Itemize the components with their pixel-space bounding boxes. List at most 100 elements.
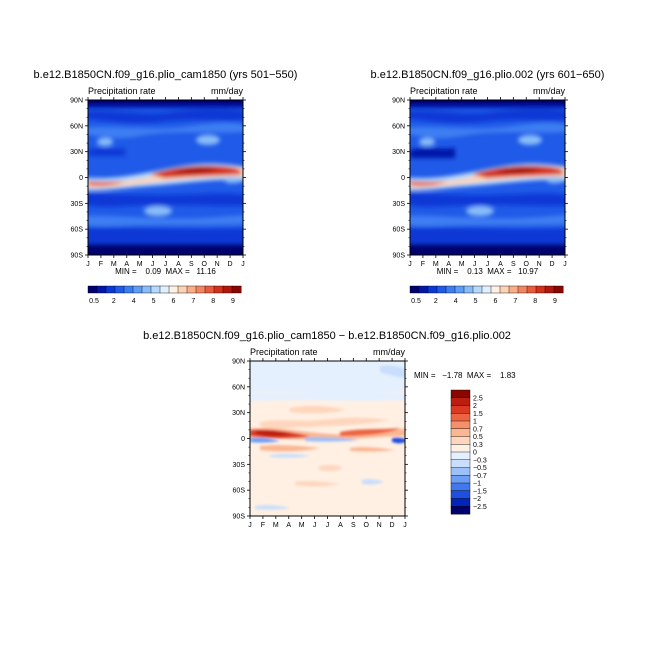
colorbar-swatch bbox=[535, 285, 546, 294]
colorbar-swatch bbox=[526, 285, 537, 294]
colorbar-label: 0.5 bbox=[89, 298, 99, 305]
x-tick-label: F bbox=[99, 261, 103, 268]
panel-3-title: b.e12.B1850CN.f09_g16.plio_cam1850 − b.e… bbox=[143, 330, 511, 342]
y-tick-label: 30S bbox=[233, 462, 246, 469]
colorbar-swatch bbox=[159, 285, 170, 294]
colorbar-swatch bbox=[450, 467, 471, 476]
x-tick-label: A bbox=[176, 261, 181, 268]
panel-3-units-label: mm/day bbox=[373, 347, 406, 357]
colorbar-swatch bbox=[450, 389, 471, 399]
y-tick-label: 30N bbox=[70, 149, 83, 156]
y-tick-label: 30S bbox=[393, 201, 406, 208]
colorbar-swatch bbox=[186, 285, 197, 294]
x-tick-label: D bbox=[550, 261, 555, 268]
x-tick-label: O bbox=[524, 261, 530, 268]
x-tick-label: D bbox=[390, 522, 395, 529]
x-tick-label: N bbox=[537, 261, 542, 268]
y-tick-label: 30N bbox=[232, 410, 245, 417]
colorbar-swatch bbox=[96, 285, 107, 294]
y-tick-label: 0 bbox=[241, 436, 245, 443]
y-tick-label: 90N bbox=[70, 98, 83, 105]
x-tick-label: J bbox=[164, 261, 168, 268]
colorbar-swatch bbox=[204, 285, 215, 294]
colorbar-swatch bbox=[231, 285, 242, 294]
colorbar-label: 0 bbox=[473, 450, 477, 457]
colorbar-swatch bbox=[427, 285, 438, 294]
colorbar-swatch bbox=[87, 285, 98, 294]
panel-1-variable-label: Precipitation rate bbox=[88, 86, 156, 96]
y-tick-label: 90S bbox=[393, 253, 406, 260]
x-tick-label: J bbox=[151, 261, 155, 268]
x-tick-label: S bbox=[511, 261, 516, 268]
x-tick-label: M bbox=[111, 261, 117, 268]
colorbar-label: 7 bbox=[191, 298, 195, 305]
colorbar-swatch bbox=[463, 285, 474, 294]
colorbar-swatch bbox=[472, 285, 483, 294]
y-tick-label: 90N bbox=[232, 359, 245, 366]
x-tick-label: D bbox=[228, 261, 233, 268]
colorbar-swatch bbox=[450, 490, 471, 499]
colorbar-label: −2 bbox=[473, 496, 481, 503]
panel-1-contour-field bbox=[88, 100, 243, 255]
x-tick-label: F bbox=[261, 522, 265, 529]
x-tick-label: O bbox=[364, 522, 370, 529]
colorbar-label: 8 bbox=[533, 298, 537, 305]
panel-2: b.e12.B1850CN.f09_g16.plio.002 (yrs 601−… bbox=[371, 69, 605, 305]
x-tick-label: J bbox=[86, 261, 90, 268]
colorbar-label: 0.7 bbox=[473, 426, 483, 433]
colorbar-swatch bbox=[499, 285, 510, 294]
y-tick-label: 0 bbox=[401, 175, 405, 182]
y-tick-label: 60S bbox=[393, 227, 406, 234]
colorbar-swatch bbox=[409, 285, 420, 294]
x-tick-label: J bbox=[473, 261, 477, 268]
colorbar-swatch bbox=[553, 285, 564, 294]
colorbar-swatch bbox=[436, 285, 447, 294]
colorbar-swatch bbox=[450, 444, 471, 453]
x-tick-label: J bbox=[563, 261, 567, 268]
y-tick-label: 30S bbox=[71, 201, 84, 208]
colorbar-label: 6 bbox=[493, 298, 497, 305]
colorbar-swatch bbox=[105, 285, 116, 294]
colorbar-swatch bbox=[450, 459, 471, 468]
colorbar-swatch bbox=[508, 285, 519, 294]
y-tick-label: 60N bbox=[392, 123, 405, 130]
colorbar-swatch bbox=[445, 285, 456, 294]
colorbar-swatch bbox=[450, 420, 471, 430]
panel-3-contour-field bbox=[250, 361, 405, 516]
colorbar-swatch bbox=[123, 285, 134, 294]
colorbar-swatch bbox=[454, 285, 465, 294]
colorbar-label: 0.5 bbox=[473, 434, 483, 441]
colorbar-swatch bbox=[195, 285, 206, 294]
panel-2-stats: MIN = 0.13 MAX = 10.97 bbox=[437, 267, 539, 276]
colorbar-label: 2 bbox=[473, 403, 477, 410]
x-tick-label: S bbox=[189, 261, 194, 268]
panel-3-stats: MIN = −1.78 MAX = 1.83 bbox=[414, 371, 516, 380]
colorbar-swatch bbox=[450, 405, 471, 414]
y-tick-label: 90S bbox=[71, 253, 84, 260]
colorbar-label: −0.5 bbox=[473, 465, 487, 472]
y-tick-label: 30N bbox=[392, 149, 405, 156]
y-tick-label: 60N bbox=[70, 123, 83, 130]
x-tick-label: M bbox=[459, 261, 465, 268]
colorbar-swatch bbox=[450, 506, 471, 515]
colorbar-swatch bbox=[114, 285, 125, 294]
x-tick-label: J bbox=[486, 261, 490, 268]
y-tick-label: 60N bbox=[232, 384, 245, 391]
x-tick-label: J bbox=[241, 261, 245, 268]
y-tick-label: 60S bbox=[233, 488, 246, 495]
colorbar-swatch bbox=[450, 475, 471, 484]
x-tick-label: A bbox=[286, 522, 291, 529]
panel-2-title: b.e12.B1850CN.f09_g16.plio.002 (yrs 601−… bbox=[371, 69, 605, 81]
colorbar-swatch bbox=[481, 285, 492, 294]
colorbar-label: 1.5 bbox=[473, 411, 483, 418]
panel-3-y-axis: 90N 60N 30N 0 30S 60S 90S bbox=[232, 359, 408, 521]
x-tick-label: N bbox=[377, 522, 382, 529]
x-tick-label: O bbox=[202, 261, 208, 268]
colorbar-label: −2.5 bbox=[473, 504, 487, 511]
colorbar-swatch bbox=[490, 285, 501, 294]
x-tick-label: M bbox=[273, 522, 279, 529]
colorbar-label: 2 bbox=[434, 298, 438, 305]
